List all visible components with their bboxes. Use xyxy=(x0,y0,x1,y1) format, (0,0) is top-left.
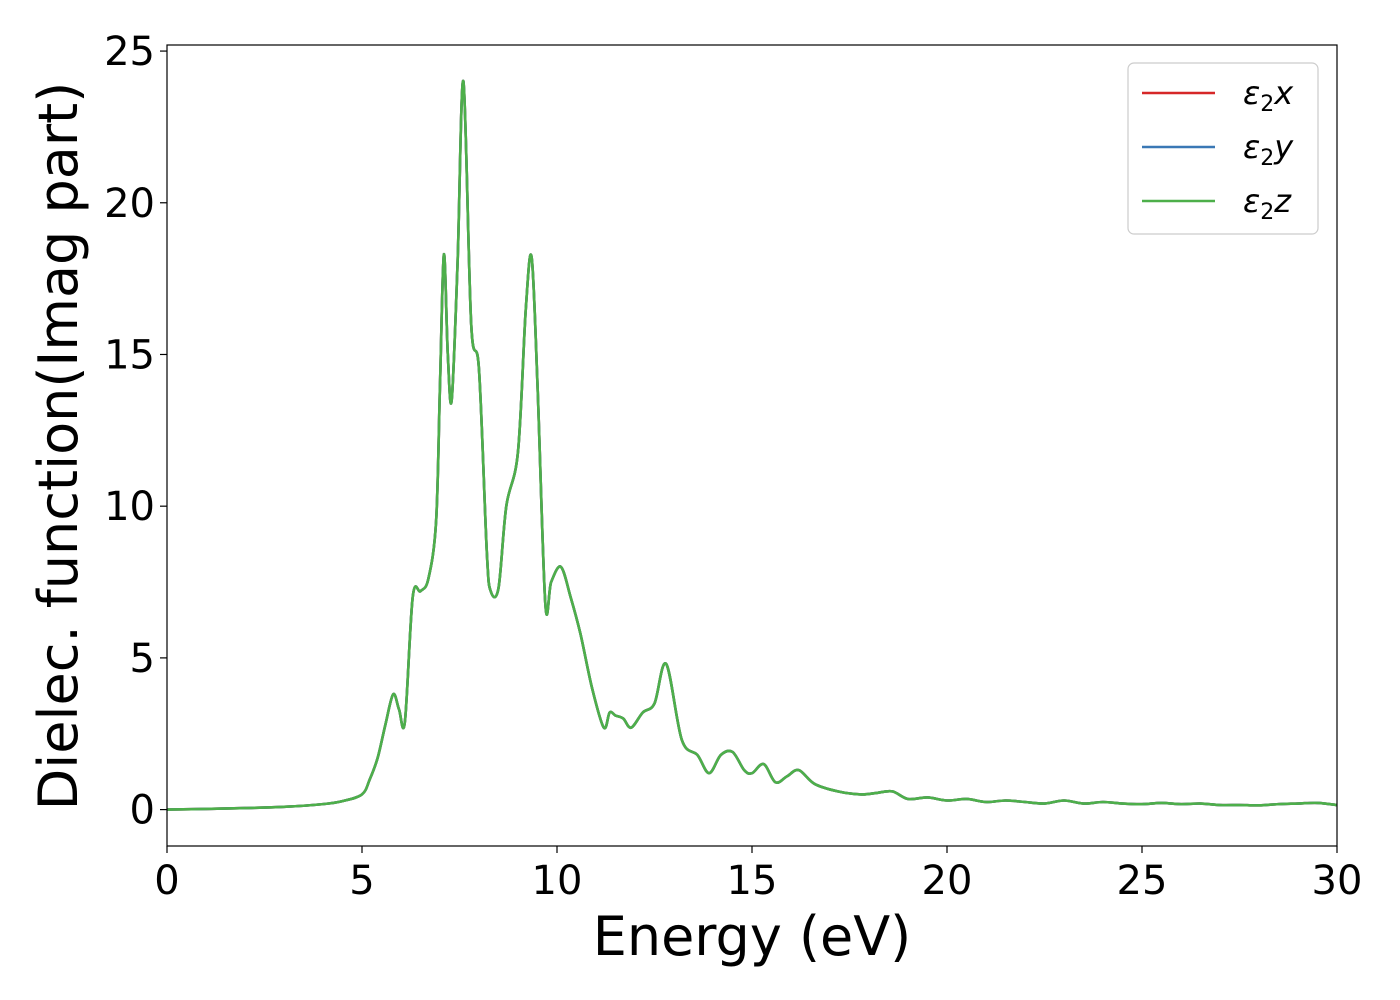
x-tick-label: 20 xyxy=(922,858,973,904)
x-tick-label: 0 xyxy=(154,858,179,904)
series-line-z xyxy=(166,80,1338,811)
y-tick-label: 10 xyxy=(104,484,155,530)
legend-symbol: ε xyxy=(1243,74,1260,112)
x-axis: 0 5 10 15 20 25 30 xyxy=(154,846,1362,904)
x-tick-label: 10 xyxy=(532,858,583,904)
legend-label-z: ε2z xyxy=(1243,182,1292,225)
y-tick-label: 15 xyxy=(104,332,155,378)
x-tick-label: 5 xyxy=(349,858,374,904)
x-tick-label: 25 xyxy=(1117,858,1168,904)
legend-axis: x xyxy=(1273,74,1294,112)
legend-label-x: ε2x xyxy=(1243,74,1294,117)
x-tick-label: 30 xyxy=(1312,858,1363,904)
legend-axis: z xyxy=(1273,182,1292,220)
legend-subscript: 2 xyxy=(1260,146,1274,171)
y-axis: 0 5 10 15 20 25 xyxy=(104,29,167,834)
legend-subscript: 2 xyxy=(1260,92,1274,117)
y-axis-title: Dielec. function(Imag part) xyxy=(27,82,90,811)
y-tick-label: 20 xyxy=(104,181,155,227)
legend-label-y: ε2y xyxy=(1243,128,1294,171)
x-axis-title: Energy (eV) xyxy=(593,905,912,968)
legend-subscript: 2 xyxy=(1260,200,1274,225)
legend-symbol: ε xyxy=(1243,128,1260,166)
x-tick-label: 15 xyxy=(727,858,778,904)
legend-box xyxy=(1127,62,1319,235)
y-tick-label: 0 xyxy=(130,788,155,834)
legend-symbol: ε xyxy=(1243,182,1260,220)
series-layer xyxy=(166,80,1338,811)
y-tick-label: 25 xyxy=(104,29,155,75)
legend-axis: y xyxy=(1273,128,1294,166)
y-tick-label: 5 xyxy=(130,636,155,682)
